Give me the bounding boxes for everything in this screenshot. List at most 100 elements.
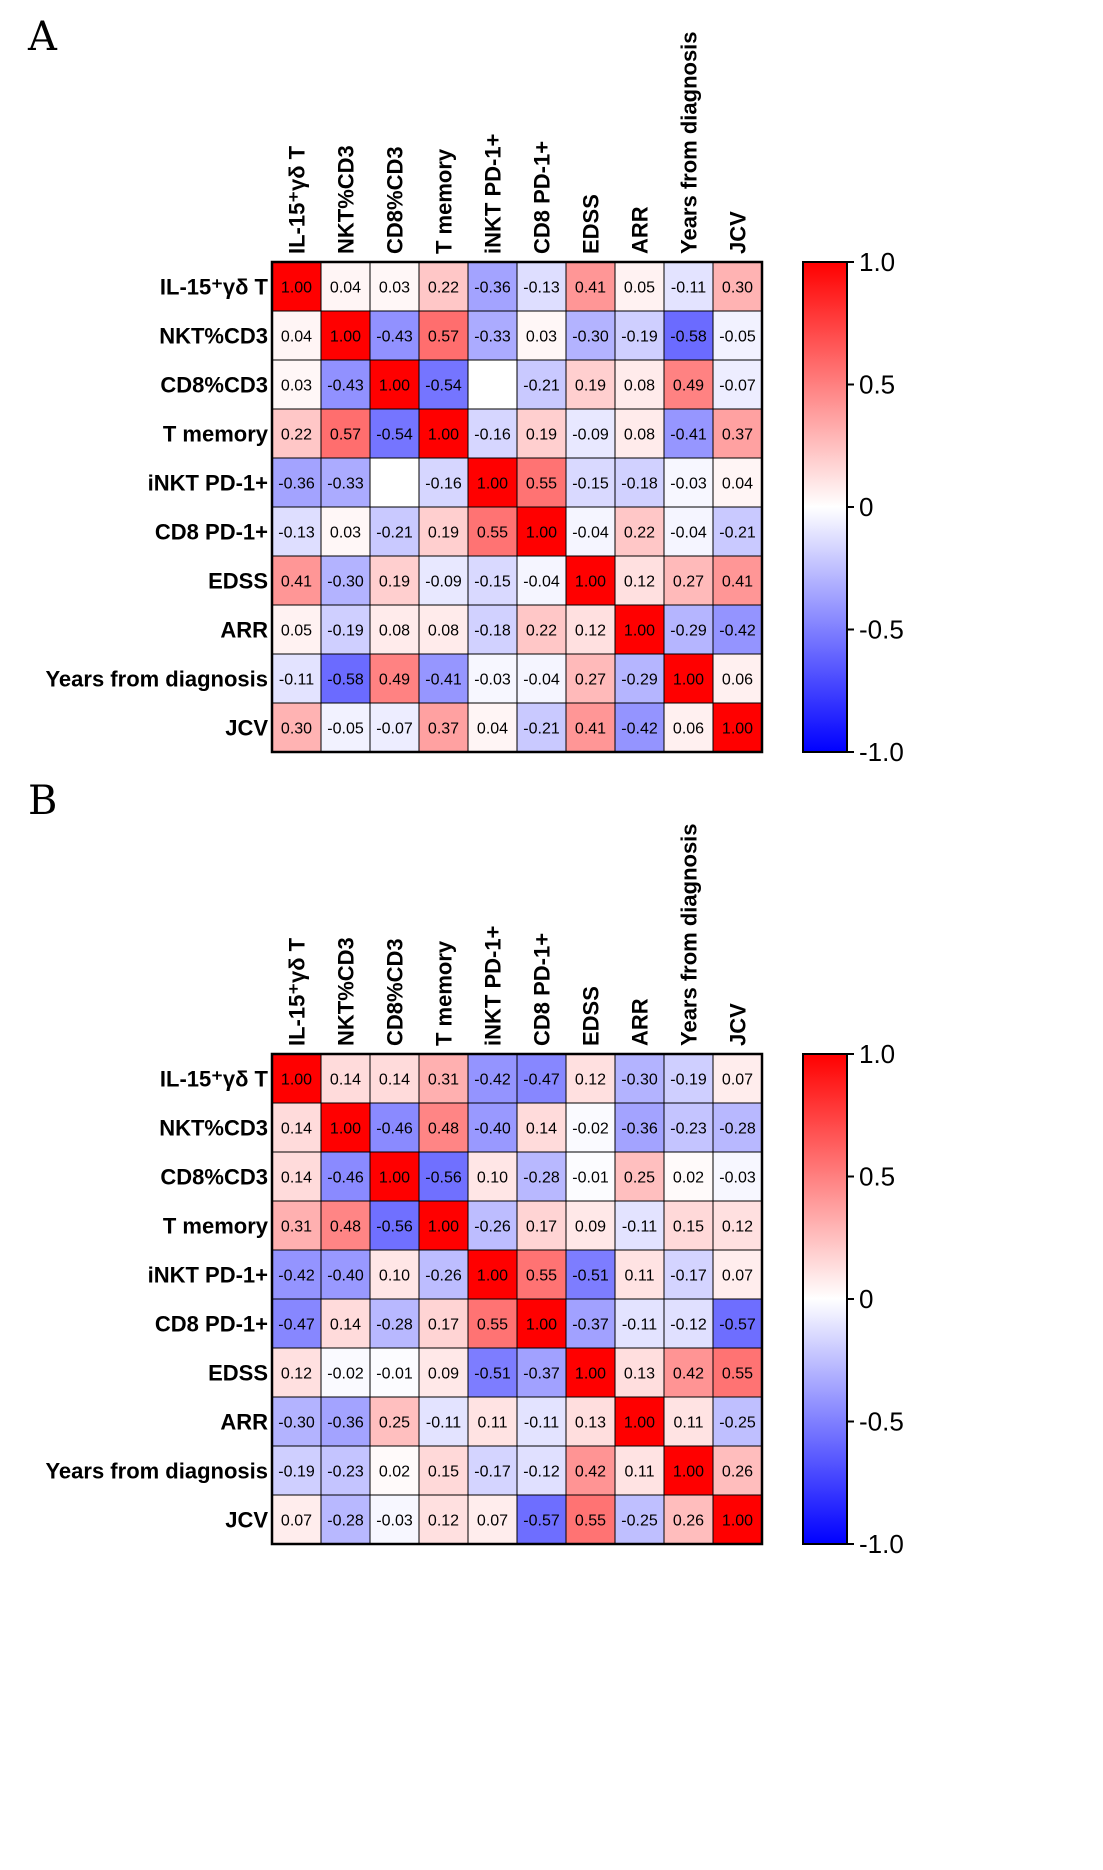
cell-value-label: 0.31 bbox=[428, 1072, 459, 1089]
cell-value-label: 0.14 bbox=[330, 1072, 361, 1089]
cell-value-label: -0.11 bbox=[622, 1317, 657, 1334]
cell-value-label: -0.19 bbox=[621, 329, 658, 346]
cell-value-label: 0.41 bbox=[722, 574, 753, 591]
cell-value-label: -0.02 bbox=[327, 1366, 364, 1383]
cell-value-label: 0.12 bbox=[575, 623, 606, 640]
cell-value-label: -0.13 bbox=[523, 280, 560, 297]
heatmap-cell bbox=[467, 261, 518, 312]
cell-value-label: -0.04 bbox=[670, 525, 707, 542]
heatmap-cell bbox=[320, 1445, 371, 1496]
cell-value-label: 0.12 bbox=[624, 574, 655, 591]
cell-value-label: 0.41 bbox=[281, 574, 312, 591]
cell-value-label: -0.36 bbox=[474, 280, 511, 297]
cell-value-label: -0.19 bbox=[327, 623, 364, 640]
cell-value-label: 0.07 bbox=[722, 1268, 753, 1285]
heatmap-cell bbox=[369, 1298, 420, 1349]
cell-value-label: -0.37 bbox=[523, 1366, 560, 1383]
heatmap-cell bbox=[467, 1249, 518, 1300]
cell-value-label: -0.26 bbox=[474, 1219, 511, 1236]
cell-value-label: 0.17 bbox=[428, 1317, 459, 1334]
cell-value-label: 0.27 bbox=[673, 574, 704, 591]
heatmap-cell bbox=[663, 1445, 714, 1496]
heatmap-cell bbox=[369, 506, 420, 557]
heatmap-cell bbox=[565, 310, 616, 361]
cell-value-label: 0.57 bbox=[428, 329, 459, 346]
cell-value-label: -0.43 bbox=[376, 329, 413, 346]
cell-value-label: 0.22 bbox=[428, 280, 459, 297]
cell-value-label: 0.06 bbox=[673, 721, 704, 738]
heatmap-cell bbox=[271, 457, 322, 508]
heatmap-cell bbox=[369, 310, 420, 361]
cell-value-label: -0.42 bbox=[719, 623, 756, 640]
cell-value-label: 0.07 bbox=[281, 1513, 312, 1530]
heatmap-cell bbox=[663, 1298, 714, 1349]
cell-value-label: -0.58 bbox=[327, 672, 364, 689]
cell-value-label: 0.12 bbox=[722, 1219, 753, 1236]
row-label-arr: ARR bbox=[220, 618, 268, 643]
cell-value-label: -0.09 bbox=[425, 574, 462, 591]
heatmap-cell bbox=[516, 653, 567, 704]
cell-value-label: 1.00 bbox=[575, 574, 606, 591]
cell-value-label: 1.00 bbox=[722, 1513, 753, 1530]
cell-value-label: -0.04 bbox=[572, 525, 609, 542]
cell-value-label: 0.55 bbox=[575, 1513, 606, 1530]
cell-value-label: -0.11 bbox=[279, 672, 314, 689]
cell-value-label: 0.02 bbox=[673, 1170, 704, 1187]
cell-value-label: 0.12 bbox=[428, 1513, 459, 1530]
column-label-years-from-diagnosis: Years from diagnosis bbox=[677, 823, 702, 1046]
heatmap-cell bbox=[418, 359, 469, 410]
heatmap-cell bbox=[467, 1151, 518, 1202]
cell-value-label: -0.18 bbox=[621, 476, 658, 493]
cell-value-label: -0.03 bbox=[719, 1170, 756, 1187]
heatmap-cell bbox=[712, 1396, 763, 1447]
cell-value-label: 0.11 bbox=[478, 1415, 508, 1432]
panel-label-b: B bbox=[28, 778, 58, 824]
cell-value-label: 0.14 bbox=[526, 1121, 557, 1138]
cell-value-label: 0.19 bbox=[428, 525, 459, 542]
cell-value-label: -0.16 bbox=[425, 476, 462, 493]
heatmap-cell bbox=[614, 408, 665, 459]
heatmap-cell bbox=[369, 1200, 420, 1251]
heatmap-cell bbox=[614, 1102, 665, 1153]
heatmap-cell bbox=[516, 1494, 567, 1545]
column-label-arr: ARR bbox=[628, 206, 653, 254]
cell-value-label: 0.03 bbox=[330, 525, 361, 542]
heatmap-cell bbox=[467, 1445, 518, 1496]
cell-value-label: 0.09 bbox=[428, 1366, 459, 1383]
cell-value-label: 0.17 bbox=[526, 1219, 557, 1236]
cell-value-label: -0.30 bbox=[572, 329, 609, 346]
cell-value-label: -0.54 bbox=[376, 427, 413, 444]
cell-value-label: -0.30 bbox=[621, 1072, 658, 1089]
cell-value-label: 1.00 bbox=[330, 1121, 361, 1138]
heatmap-cell bbox=[516, 506, 567, 557]
cell-value-label: 0.42 bbox=[673, 1366, 704, 1383]
cell-value-label: -0.02 bbox=[572, 1121, 609, 1138]
column-label-cd8-cd3: CD8%CD3 bbox=[383, 938, 408, 1046]
cell-value-label: -0.04 bbox=[523, 672, 560, 689]
heatmap-cell bbox=[418, 1298, 469, 1349]
heatmap-cell bbox=[271, 1347, 322, 1398]
heatmap-cell bbox=[369, 1053, 420, 1104]
cell-value-label: -0.19 bbox=[670, 1072, 707, 1089]
cell-value-label: -0.37 bbox=[572, 1317, 609, 1334]
heatmap-cell bbox=[712, 1298, 763, 1349]
cell-value-label: -0.19 bbox=[278, 1464, 315, 1481]
cell-value-label: -0.21 bbox=[376, 525, 413, 542]
heatmap-cell bbox=[712, 653, 763, 704]
cell-value-label: -0.01 bbox=[376, 1366, 413, 1383]
panel-label-a: A bbox=[28, 14, 57, 60]
cell-value-label: 0.19 bbox=[575, 378, 606, 395]
cell-value-label: -0.12 bbox=[523, 1464, 560, 1481]
cell-value-label: -0.33 bbox=[474, 329, 511, 346]
heatmap-cell bbox=[565, 1151, 616, 1202]
row-label-years-from-diagnosis: Years from diagnosis bbox=[45, 1459, 268, 1484]
heatmap-cell bbox=[320, 1396, 371, 1447]
heatmap-panel-a: 1.00 0.04 0.03 0.22 -0.36 -0.13 0.41 0.05 -0.11 0… bbox=[45, 31, 903, 767]
cell-value-label: 0.22 bbox=[281, 427, 312, 444]
cell-value-label: 0.09 bbox=[575, 1219, 606, 1236]
heatmap-cell bbox=[516, 702, 567, 753]
colorbar-tick-label: -0.5 bbox=[859, 615, 904, 645]
heatmap-cell bbox=[271, 1445, 322, 1496]
row-label-edss: EDSS bbox=[208, 1361, 268, 1386]
column-label-cd8-pd-1: CD8 PD-1+ bbox=[530, 141, 555, 254]
